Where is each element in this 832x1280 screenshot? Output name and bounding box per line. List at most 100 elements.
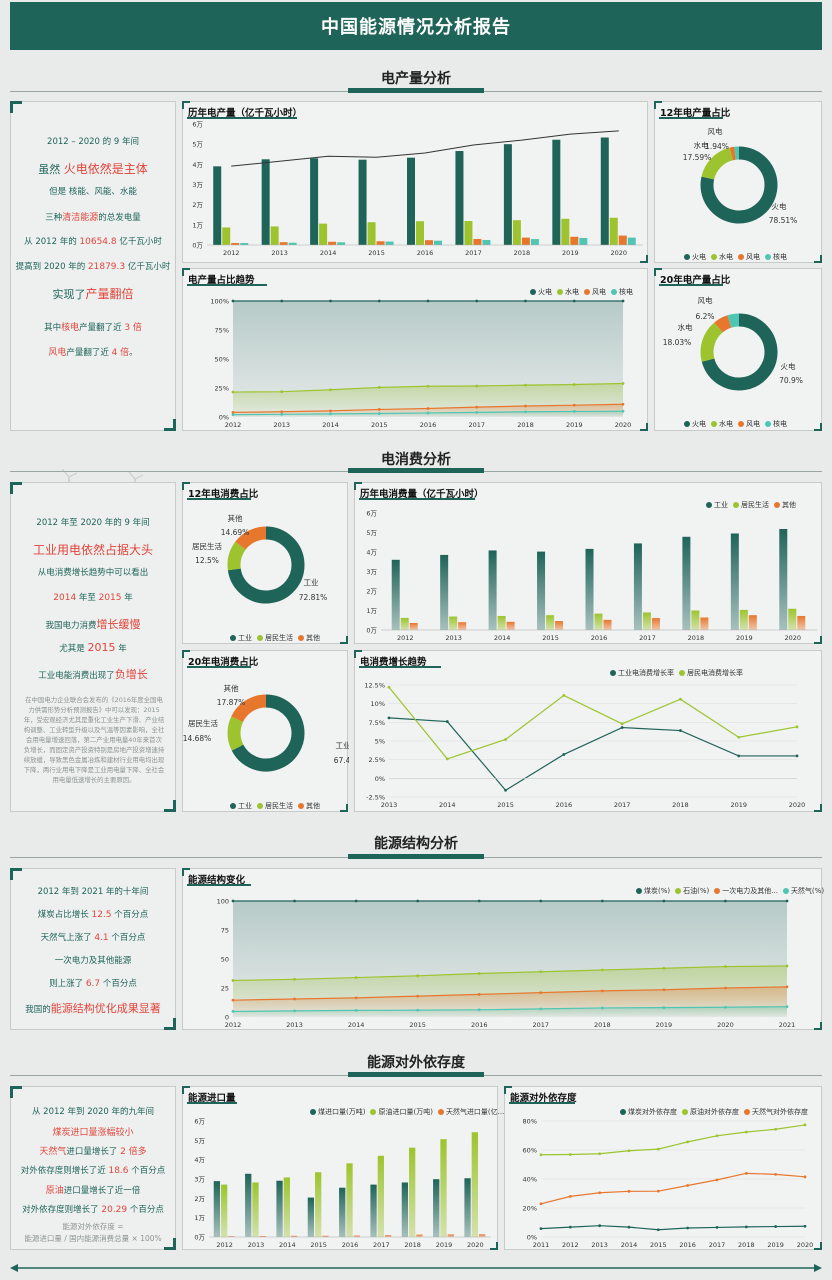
data-point[interactable] [377,412,381,415]
legend-label[interactable]: 天然气对外依存度 [752,1108,808,1116]
bar-原油进口量(万吨)[interactable] [315,1172,322,1237]
legend-label[interactable]: 原油对外依存度 [690,1108,739,1116]
legend-label[interactable]: 核电 [773,420,787,428]
data-point[interactable] [329,299,332,303]
bar-天然气进口量(亿...[interactable] [228,1236,235,1237]
series-line[interactable] [388,686,798,760]
data-point[interactable] [231,979,235,982]
bar-原油进口量(万吨)[interactable] [346,1163,353,1237]
legend-label[interactable]: 石油(%) [683,887,710,895]
data-point[interactable] [426,411,430,415]
data-point[interactable] [524,404,527,408]
bar-风电[interactable] [570,236,579,245]
legend-label[interactable]: 其他 [306,802,320,810]
data-point[interactable] [539,1202,543,1206]
data-point[interactable] [572,410,576,413]
bar-火电[interactable] [213,166,222,245]
data-point[interactable] [686,1226,690,1230]
bar-风电[interactable] [376,241,385,245]
data-point[interactable] [600,989,604,993]
data-point[interactable] [686,1140,690,1144]
bar-居民生活[interactable] [594,613,603,630]
bar-原油进口量(万吨)[interactable] [377,1155,384,1237]
data-point[interactable] [662,1006,666,1010]
data-point[interactable] [445,757,449,761]
data-point[interactable] [774,1225,778,1228]
bar-居民生活[interactable] [497,615,506,630]
data-point[interactable] [475,410,479,414]
legend-label[interactable]: 天然气(%) [790,887,825,895]
data-point[interactable] [524,299,527,303]
data-point[interactable] [724,899,727,903]
bar-风电[interactable] [521,237,530,245]
bar-其他[interactable] [748,615,757,630]
bar-天然气进口量(亿...[interactable] [447,1234,454,1237]
data-point[interactable] [600,968,604,972]
bar-天然气进口量(亿...[interactable] [384,1235,392,1237]
data-point[interactable] [724,965,727,968]
data-point[interactable] [795,725,799,729]
data-point[interactable] [416,1008,420,1012]
bar-核电[interactable] [385,241,394,245]
data-point[interactable] [477,992,481,996]
bar-居民生活[interactable] [642,612,651,630]
data-point[interactable] [280,299,284,303]
bar-煤进口量(万吨)[interactable] [245,1173,252,1237]
legend-label[interactable]: 火电 [538,288,552,296]
bar-核电[interactable] [482,239,491,245]
bar-核电[interactable] [337,242,346,245]
data-point[interactable] [598,1152,602,1156]
data-point[interactable] [539,1007,543,1011]
data-point[interactable] [477,1008,481,1012]
legend-label[interactable]: 居民生活 [265,802,293,810]
data-point[interactable] [562,753,566,756]
bar-火电[interactable] [261,159,270,245]
data-point[interactable] [620,726,624,729]
bar-煤进口量(万吨)[interactable] [213,1181,221,1237]
data-point[interactable] [539,991,543,995]
bar-核电[interactable] [288,242,297,245]
legend-label[interactable]: 其他 [306,634,320,642]
pie-slice-工业[interactable] [231,694,305,772]
pie-slice-居民生活[interactable] [227,541,246,571]
data-point[interactable] [744,1225,748,1229]
data-point[interactable] [387,685,391,689]
data-point[interactable] [600,899,604,903]
pie-slice-其他[interactable] [231,694,267,723]
series-line[interactable] [232,986,788,1001]
bar-其他[interactable] [603,619,612,630]
legend-label[interactable]: 水电 [719,420,733,428]
bar-风电[interactable] [328,241,337,245]
data-point[interactable] [280,390,284,394]
bar-其他[interactable] [700,617,709,630]
data-point[interactable] [293,1009,296,1013]
data-point[interactable] [803,1123,807,1127]
data-point[interactable] [280,412,284,416]
data-point[interactable] [795,754,799,758]
data-point[interactable] [504,788,507,792]
data-point[interactable] [662,966,666,970]
bar-原油进口量(万吨)[interactable] [283,1177,290,1237]
bar-工业[interactable] [585,548,594,630]
data-point[interactable] [231,1010,235,1013]
bar-核电[interactable] [579,237,588,245]
legend-label[interactable]: 居民生活 [265,634,293,642]
pie-slice-水电[interactable] [701,147,734,180]
data-point[interactable] [803,1224,807,1228]
pie-slice-其他[interactable] [235,526,267,550]
bar-工业[interactable] [633,543,642,630]
data-point[interactable] [475,299,479,303]
data-point[interactable] [377,299,381,303]
data-point[interactable] [724,1005,727,1009]
bar-风电[interactable] [425,240,433,245]
data-point[interactable] [426,299,430,303]
data-point[interactable] [426,384,430,388]
data-point[interactable] [568,1195,572,1198]
bar-其他[interactable] [797,615,806,630]
bar-水电[interactable] [561,218,570,245]
legend-label[interactable]: 其他 [782,501,796,509]
data-point[interactable] [572,383,576,386]
pie-slice-工业[interactable] [227,526,305,604]
bar-核电[interactable] [434,240,442,245]
series-line[interactable] [388,717,797,792]
